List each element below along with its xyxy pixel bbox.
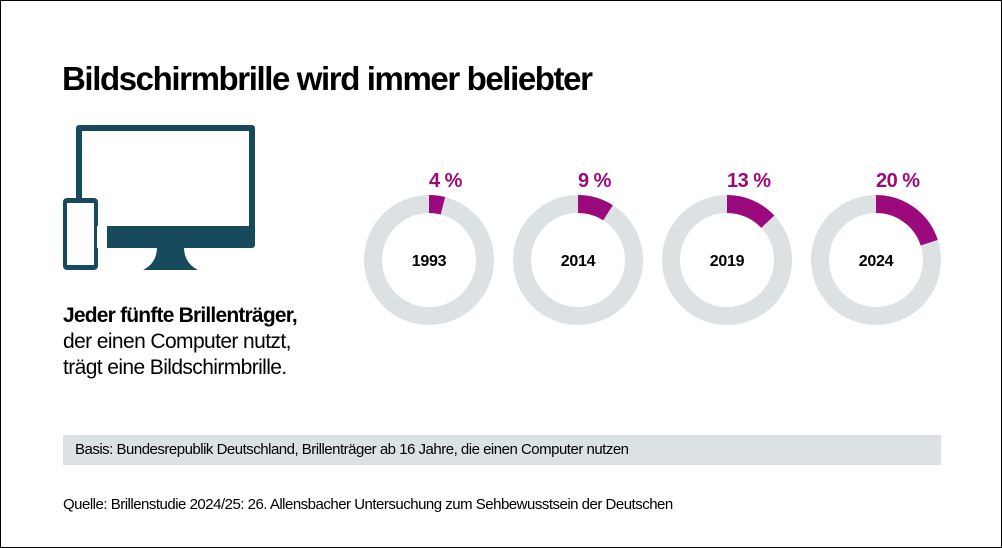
donut-1993: 4 % 1993 [364, 170, 494, 325]
donut-year-label: 2024 [859, 253, 894, 270]
donut-year-label: 2019 [710, 253, 745, 270]
donut-percent-label: 4 % [429, 170, 463, 192]
donut-2024: 20 % 2024 [811, 170, 941, 325]
donut-year-label: 1993 [412, 253, 447, 270]
smartphone-icon [63, 198, 107, 270]
donut-2019: 13 % 2019 [662, 170, 792, 325]
donut-segment-value [428, 195, 446, 215]
key-statement-line: der einen Computer nutzt, [63, 330, 291, 353]
source-note: Quelle: Brillenstudie 2024/25: 26. Allen… [63, 496, 673, 513]
donut-chart-group: 4 % 1993 9 % 2014 13 % 2019 20 % 2024 [364, 170, 941, 325]
donut-segment-value [875, 195, 938, 246]
donut-percent-label: 9 % [578, 170, 612, 192]
donut-segment-value [577, 195, 613, 221]
key-statement: Jeder fünfte Brillenträger, der einen Co… [63, 303, 298, 381]
donut-percent-label: 13 % [727, 170, 771, 192]
key-statement-headline: Jeder fünfte Brillenträger, [63, 304, 298, 327]
key-statement-line: trägt eine Bildschirmbrille. [63, 356, 287, 379]
donut-percent-label: 20 % [876, 170, 920, 192]
basis-note: Basis: Bundesrepublik Deutschland, Brill… [63, 435, 941, 465]
donut-2014: 9 % 2014 [513, 170, 643, 325]
chart-title: Bildschirmbrille wird immer beliebter [62, 60, 593, 97]
donut-year-label: 2014 [561, 253, 596, 270]
donut-segment-value [726, 195, 775, 229]
monitor-and-smartphone-icon [63, 125, 255, 270]
monitor-icon [76, 125, 255, 270]
